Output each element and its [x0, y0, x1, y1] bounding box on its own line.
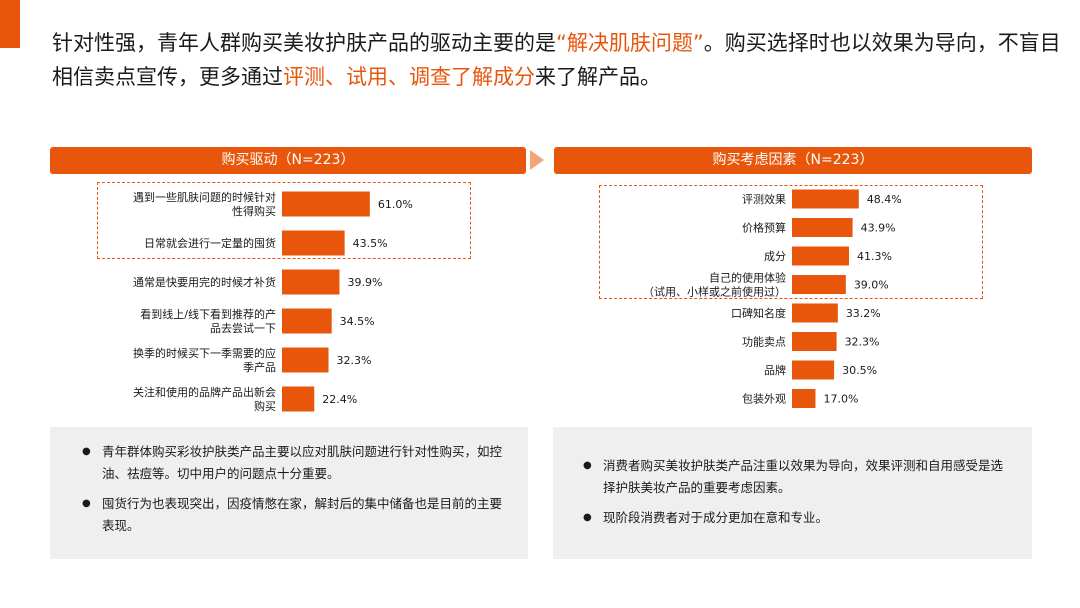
left-bar-4: [282, 347, 329, 373]
right-value-label-2: 41.3%: [857, 250, 892, 263]
left-category-label-5: 关注和使用的品牌产品出新会购买: [133, 385, 276, 413]
note-right-2: 现阶段消费者对于成分更加在意和专业。: [583, 507, 1010, 529]
left-bar-5: [282, 386, 315, 412]
right-category-label-1: 价格预算: [742, 221, 786, 235]
right-value-label-0: 48.4%: [867, 193, 902, 206]
headline-part3: 来了解产品。: [535, 65, 661, 89]
right-value-label-1: 43.9%: [861, 222, 896, 235]
left-value-label-5: 22.4%: [322, 393, 357, 406]
arrow-icon: [530, 150, 544, 170]
right-category-label-3: 自己的使用体验（试用、小样或之前使用过）: [643, 271, 786, 299]
highlight-box-left: [97, 182, 471, 259]
left-bar-2: [282, 269, 340, 295]
headline-quote-open: “: [556, 31, 567, 55]
right-bar-2: [792, 246, 849, 266]
left-bar-0: [282, 191, 370, 217]
panel-header-purchase-drivers: 购买驱动（N=223）: [50, 147, 526, 174]
right-bar-1: [792, 218, 853, 237]
right-category-label-0: 评测效果: [742, 192, 786, 206]
right-category-label-4: 口碑知名度: [731, 306, 786, 320]
left-category-label-1: 日常就会进行一定量的囤货: [144, 236, 276, 250]
right-value-label-3: 39.0%: [854, 279, 889, 292]
headline-part2: 。购买选择时也以效果为导向，不盲目相信卖点宣传，更多通过: [52, 31, 1061, 89]
headline-highlight-2: 评测、试用、调查了解成分: [283, 65, 535, 89]
right-value-label-6: 30.5%: [842, 364, 877, 377]
left-bar-3: [282, 308, 332, 334]
right-category-label-7: 包装外观: [742, 393, 786, 406]
right-bar-3: [792, 275, 846, 294]
panel-header-purchase-factors: 购买考虑因素（N=223）: [554, 147, 1032, 174]
left-value-label-1: 43.5%: [353, 237, 388, 250]
right-value-label-7: 17.0%: [823, 393, 858, 406]
note-left-2: 囤货行为也表现突出，因疫情憋在家，解封后的集中储备也是目前的主要表现。: [82, 493, 506, 537]
right-bar-4: [792, 303, 838, 323]
right-bar-0: [792, 189, 859, 209]
right-category-label-2: 成分: [764, 250, 786, 263]
left-category-label-4: 换季的时候买下一季需要的应季产品: [133, 346, 276, 374]
highlight-box-right: [599, 185, 983, 299]
left-category-label-0: 遇到一些肌肤问题的时候针对性得购买: [133, 190, 276, 218]
left-value-label-0: 61.0%: [378, 198, 413, 211]
headline-quote-close: ”: [692, 31, 704, 55]
right-bar-6: [792, 360, 835, 380]
headline-part1: 针对性强，青年人群购买美妆护肤产品的驱动主要的是: [52, 31, 556, 55]
left-value-label-3: 34.5%: [340, 315, 375, 328]
right-category-label-6: 品牌: [764, 363, 786, 377]
headline-highlight-1: 解决肌肤问题: [566, 31, 693, 55]
left-value-label-2: 39.9%: [347, 276, 382, 289]
note-right-1: 消费者购买美妆护肤类产品注重以效果为导向，效果评测和自用感受是选择护肤美妆产品的…: [583, 455, 1010, 499]
right-value-label-5: 32.3%: [845, 336, 880, 349]
right-value-label-4: 33.2%: [846, 307, 881, 320]
left-bar-1: [282, 230, 345, 256]
right-category-label-5: 功能卖点: [742, 335, 786, 349]
notes-left: 青年群体购买彩妆护肤类产品主要以应对肌肤问题进行针对性购买，如控油、祛痘等。切中…: [50, 427, 528, 559]
accent-bar: [0, 0, 20, 48]
note-left-1: 青年群体购买彩妆护肤类产品主要以应对肌肤问题进行针对性购买，如控油、祛痘等。切中…: [82, 441, 506, 485]
left-category-label-2: 通常是快要用完的时候才补货: [133, 275, 276, 289]
bar-charts: 61.0% 遇到一些肌肤问题的时候针对性得购买 43.5% 日常就会进行一定量的囤货 3…: [133, 189, 902, 413]
left-category-label-3: 看到线上/线下看到推荐的产品去尝试一下: [140, 307, 276, 335]
notes-right: 消费者购买美妆护肤类产品注重以效果为导向，效果评测和自用感受是选择护肤美妆产品的…: [553, 427, 1032, 559]
right-bar-5: [792, 332, 837, 351]
left-value-label-4: 32.3%: [337, 354, 372, 367]
right-bar-7: [792, 389, 816, 408]
headline: 针对性强，青年人群购买美妆护肤产品的驱动主要的是“解决肌肤问题”。购买选择时也以…: [52, 26, 1062, 94]
